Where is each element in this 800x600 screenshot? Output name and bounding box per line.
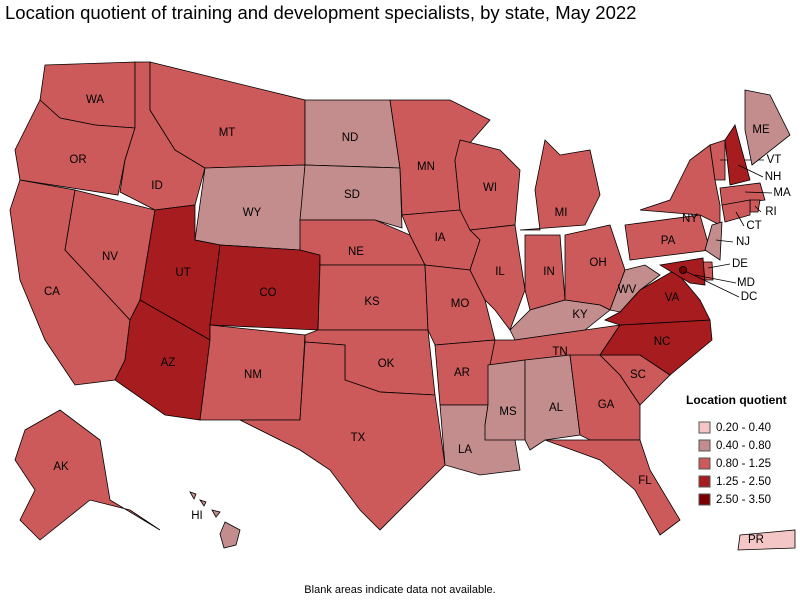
state-shape (239, 341, 446, 531)
state-label: AR (454, 367, 470, 379)
state-label: MN (417, 161, 435, 173)
leader-line (735, 211, 745, 227)
legend-label: 1.25 - 2.50 (716, 476, 771, 488)
state-label: IL (495, 266, 505, 278)
leader-line (694, 274, 737, 284)
state-label: PA (661, 235, 676, 247)
legend-label: 0.40 - 0.80 (716, 440, 771, 452)
state-label: AZ (161, 357, 176, 369)
state-label: TX (351, 432, 366, 444)
state-shape (544, 439, 681, 536)
state-shape (299, 164, 403, 229)
state-shape (609, 264, 661, 313)
state-shape (737, 529, 796, 551)
state-shape (519, 139, 601, 231)
state-label: DC (741, 291, 758, 303)
state-label: OH (589, 257, 606, 269)
state-label: KY (572, 309, 588, 321)
state-label: NV (102, 251, 118, 263)
state-label: RI (765, 206, 777, 218)
state-label: WY (243, 207, 262, 219)
legend-swatch (698, 475, 711, 488)
state-label: MD (737, 277, 755, 289)
state-label: ME (752, 124, 770, 136)
state-label: GA (598, 399, 615, 411)
state-shape (199, 499, 207, 507)
state-label: NC (654, 336, 671, 348)
state-label: TN (552, 346, 567, 358)
legend-label: 0.80 - 1.25 (716, 458, 771, 470)
legend-swatch (698, 439, 711, 452)
state-dot (679, 266, 687, 274)
leader-line (754, 205, 762, 213)
state-label: NY (682, 213, 698, 225)
state-shape (189, 491, 197, 500)
state-label: PR (748, 534, 764, 546)
leader-line (715, 239, 734, 243)
leader-line (737, 164, 764, 178)
state-label: MI (555, 207, 568, 219)
state-label: SC (630, 369, 646, 381)
footnote: Blank areas indicate data not available. (304, 584, 495, 596)
state-label: MT (219, 127, 236, 139)
leader-line (744, 191, 773, 194)
map-title: Location quotient of training and develo… (5, 2, 636, 23)
state-label: KS (364, 296, 380, 308)
state-shape (704, 221, 723, 261)
state-label: NH (765, 171, 782, 183)
state-shape (744, 89, 791, 166)
state-label: CO (259, 287, 276, 299)
state-label: NE (348, 246, 364, 258)
state-label: SD (344, 189, 360, 201)
state-shape (709, 139, 726, 181)
state-shape (454, 139, 521, 231)
leader-line (682, 269, 740, 298)
legend-swatch (698, 493, 711, 506)
legend-swatch (698, 421, 711, 434)
state-shape (219, 521, 241, 549)
state-shape (211, 509, 221, 518)
state-shape (639, 144, 721, 226)
state-label: NM (244, 369, 262, 381)
state-label: AK (53, 461, 69, 473)
leader-line (707, 263, 731, 269)
state-shape (719, 182, 766, 206)
legend-swatch (698, 457, 711, 470)
state-label: ID (151, 180, 163, 192)
state-label: HI (191, 510, 203, 522)
state-label: UT (175, 267, 190, 279)
legend-label: 2.50 - 3.50 (716, 494, 771, 506)
state-shape (721, 199, 751, 223)
legend-label: 0.20 - 0.40 (716, 422, 771, 434)
state-shape (469, 224, 526, 331)
state-label: VA (665, 292, 680, 304)
state-label: LA (458, 444, 472, 456)
state-shape (724, 124, 751, 186)
state-label: MS (499, 406, 517, 418)
state-label: NJ (736, 236, 750, 248)
state-label: FL (638, 475, 652, 487)
state-label: AL (549, 402, 564, 414)
state-label: DE (732, 258, 748, 270)
state-label: VT (767, 154, 782, 166)
state-label: IN (543, 266, 555, 278)
state-label: OR (69, 154, 86, 166)
state-label: ND (342, 132, 359, 144)
state-label: OK (378, 358, 395, 370)
state-label: CT (746, 220, 761, 232)
state-label: WV (618, 284, 637, 296)
state-label: CA (44, 286, 60, 298)
state-label: WI (483, 182, 497, 194)
state-label: IA (435, 232, 446, 244)
state-shape (484, 359, 526, 441)
state-label: MA (773, 187, 791, 199)
state-shape (14, 409, 161, 541)
legend-title: Location quotient (686, 393, 787, 407)
state-label: MO (451, 298, 470, 310)
state-label: WA (86, 94, 104, 106)
